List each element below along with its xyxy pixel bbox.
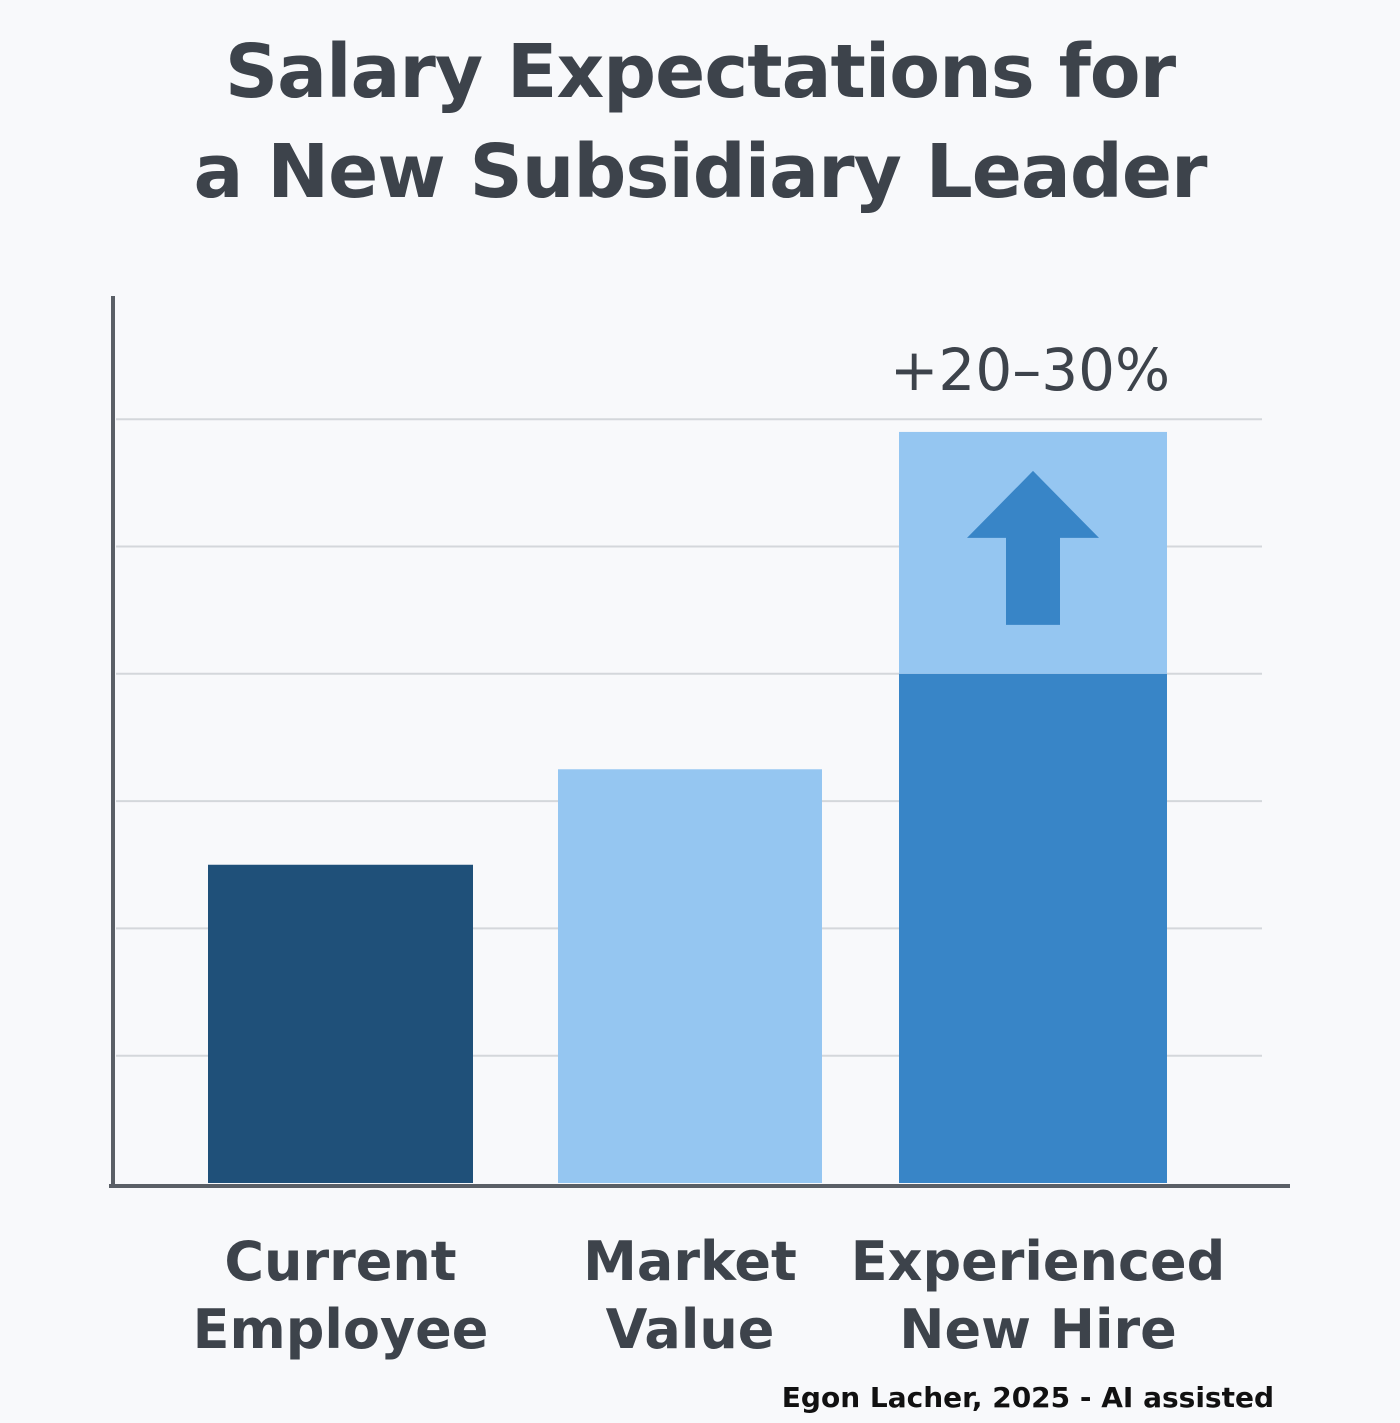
x-tick-label-experienced-new-hire-line-1: Experienced: [851, 1230, 1226, 1293]
x-tick-label-current-employee-line-2: Employee: [193, 1298, 489, 1361]
increase-arrow-icon: [967, 470, 1099, 625]
credit-text: Egon Lacher, 2025 - AI assisted: [781, 1381, 1274, 1414]
bar-experienced-new-hire: [899, 673, 1167, 1183]
x-tick-label-current-employee-line-1: Current: [224, 1230, 456, 1293]
x-tick-label-market-value-line-2: Value: [606, 1298, 775, 1361]
x-tick-label-market-value-line-1: Market: [583, 1230, 797, 1293]
bar-current-employee: [208, 864, 473, 1183]
bar-market-value: [558, 769, 822, 1183]
x-tick-label-experienced-new-hire-line-2: New Hire: [899, 1298, 1176, 1361]
premium-annotation: +20–30%: [890, 336, 1170, 404]
chart-title: Salary Expectations for a New Subsidiary…: [0, 22, 1400, 222]
chart-title-line-1: Salary Expectations for: [224, 29, 1176, 115]
chart-title-line-2: a New Subsidiary Leader: [193, 129, 1208, 215]
